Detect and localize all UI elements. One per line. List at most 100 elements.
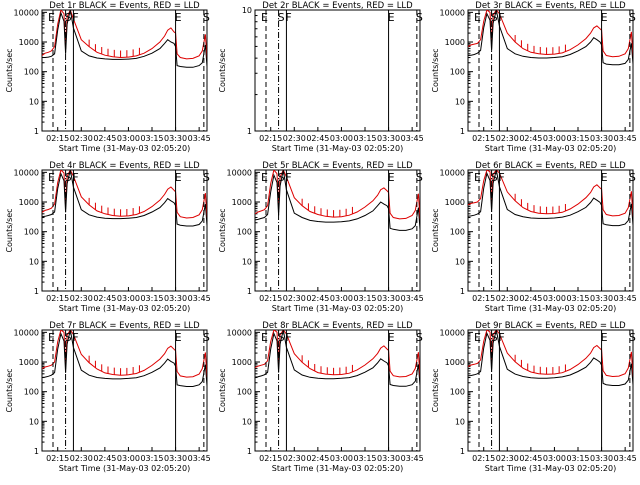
y-tick-label: 10000 xyxy=(227,168,252,177)
x-tick-label: 02:30 xyxy=(496,294,519,303)
panel-title: Det 2r BLACK = Events, RED = LLD xyxy=(262,1,413,11)
chart-svg: Det 5r BLACK = Events, RED = LLD 1 10 100 10… xyxy=(218,161,424,313)
flag-letter: F xyxy=(72,171,78,184)
x-tick-label: 03:30 xyxy=(590,294,613,303)
y-tick-label: 1000 xyxy=(19,198,39,207)
chart-svg: Det 4r BLACK = Events, RED = LLD 1 10 100 10… xyxy=(5,161,211,313)
x-tick-label: 03:00 xyxy=(330,294,353,303)
x-tick-label: 02:15 xyxy=(46,294,69,303)
y-tick-label: 10000 xyxy=(14,168,39,177)
x-tick-label: 03:00 xyxy=(543,294,566,303)
y-tick-label: 1000 xyxy=(445,198,465,207)
flag-letter: F xyxy=(72,331,78,344)
flag-letter: E xyxy=(261,171,268,184)
x-tick-label: 02:15 xyxy=(46,454,69,463)
series-events-line xyxy=(42,330,207,387)
y-tick-label: 1 xyxy=(34,287,39,296)
flag-letter: S xyxy=(65,11,72,24)
flag-letter: F xyxy=(285,331,291,344)
y-tick-label: 1000 xyxy=(232,198,252,207)
series-lld-line xyxy=(468,330,633,378)
x-tick-label: 02:30 xyxy=(70,294,93,303)
series-lld-line xyxy=(468,170,633,217)
x-tick-label: 03:45 xyxy=(401,454,424,463)
x-tick-label: 02:45 xyxy=(519,294,542,303)
panel-title: Det 3r BLACK = Events, RED = LLD xyxy=(475,1,626,11)
flag-letter: S xyxy=(203,11,210,24)
series-group xyxy=(468,170,633,227)
x-tick-label: 02:45 xyxy=(519,454,542,463)
x-tick-label: 03:00 xyxy=(543,134,566,143)
y-tick-label: 1 xyxy=(34,127,39,136)
x-tick-label: 03:15 xyxy=(140,134,163,143)
y-axis-label: Counts/sec xyxy=(431,368,440,412)
y-tick-label: 1 xyxy=(460,287,465,296)
flag-letter: S xyxy=(629,11,636,24)
plot-frame xyxy=(41,329,208,452)
series-group xyxy=(42,10,207,68)
flag-letter: E xyxy=(175,331,182,344)
series-lld-line xyxy=(42,330,207,378)
y-axis-label: Counts/sec xyxy=(431,208,440,252)
flag-letter: S xyxy=(203,331,210,344)
x-tick-label: 03:45 xyxy=(401,294,424,303)
x-tick-label: 02:30 xyxy=(283,454,306,463)
x-axis-label: Start Time (31-May-03 02:05:20) xyxy=(485,144,616,153)
flag-letter: S xyxy=(629,331,636,344)
x-tick-label: 02:30 xyxy=(496,454,519,463)
x-tick-label: 02:45 xyxy=(306,454,329,463)
flag-letter: S xyxy=(65,331,72,344)
flag-letter: E xyxy=(474,11,481,24)
y-tick-label: 100 xyxy=(24,68,39,77)
plot-frame xyxy=(254,9,421,132)
chart-svg: Det 7r BLACK = Events, RED = LLD 1 10 100 10… xyxy=(5,321,211,473)
flag-letter: E xyxy=(261,331,268,344)
flag-letter: E xyxy=(175,171,182,184)
x-tick-label: 03:45 xyxy=(614,454,637,463)
x-tick-label: 02:15 xyxy=(46,134,69,143)
x-tick-label: 02:30 xyxy=(283,134,306,143)
x-tick-label: 03:15 xyxy=(353,134,376,143)
flag-letter: F xyxy=(498,331,504,344)
x-tick-label: 03:45 xyxy=(614,294,637,303)
series-lld-line xyxy=(42,170,207,219)
x-tick-label: 03:15 xyxy=(140,294,163,303)
plot-frame xyxy=(467,329,634,452)
x-tick-label: 03:30 xyxy=(377,454,400,463)
flag-letter: E xyxy=(388,171,395,184)
y-tick-label: 100 xyxy=(237,388,252,397)
series-group xyxy=(468,10,633,66)
plot-frame xyxy=(467,9,634,132)
flag-letter: S xyxy=(65,171,72,184)
flag-letter: S xyxy=(629,171,636,184)
y-tick-label: 1000 xyxy=(445,38,465,47)
x-tick-label: 03:00 xyxy=(117,294,140,303)
detector-panel-3: Det 3r BLACK = Events, RED = LLD 1 10 100 10… xyxy=(426,0,639,160)
y-tick-label: 1000 xyxy=(232,358,252,367)
detector-panel-7: Det 7r BLACK = Events, RED = LLD 1 10 100 10… xyxy=(0,320,213,480)
x-axis-label: Start Time (31-May-03 02:05:20) xyxy=(272,304,403,313)
y-tick-label: 100 xyxy=(450,68,465,77)
x-tick-label: 02:30 xyxy=(496,134,519,143)
flag-letter: E xyxy=(48,331,55,344)
chart-svg: Det 3r BLACK = Events, RED = LLD 1 10 100 10… xyxy=(431,1,637,153)
flag-letter: S xyxy=(416,11,423,24)
y-tick-label: 10 xyxy=(29,97,39,106)
x-tick-label: 02:45 xyxy=(93,134,116,143)
flag-letter: E xyxy=(48,11,55,24)
y-tick-label: 1 xyxy=(247,127,252,136)
x-tick-label: 03:15 xyxy=(140,454,163,463)
y-tick-label: 1 xyxy=(247,447,252,456)
y-tick-label: 10000 xyxy=(14,328,39,337)
x-axis-label: Start Time (31-May-03 02:05:20) xyxy=(59,144,190,153)
x-axis-label: Start Time (31-May-03 02:05:20) xyxy=(485,464,616,473)
x-tick-label: 03:00 xyxy=(543,454,566,463)
series-group xyxy=(255,170,420,231)
x-tick-label: 03:00 xyxy=(330,454,353,463)
x-tick-label: 03:45 xyxy=(401,134,424,143)
x-tick-label: 03:30 xyxy=(164,294,187,303)
y-axis-label: Counts/sec xyxy=(218,48,227,92)
series-events-line xyxy=(468,10,633,66)
x-tick-label: 03:45 xyxy=(188,294,211,303)
